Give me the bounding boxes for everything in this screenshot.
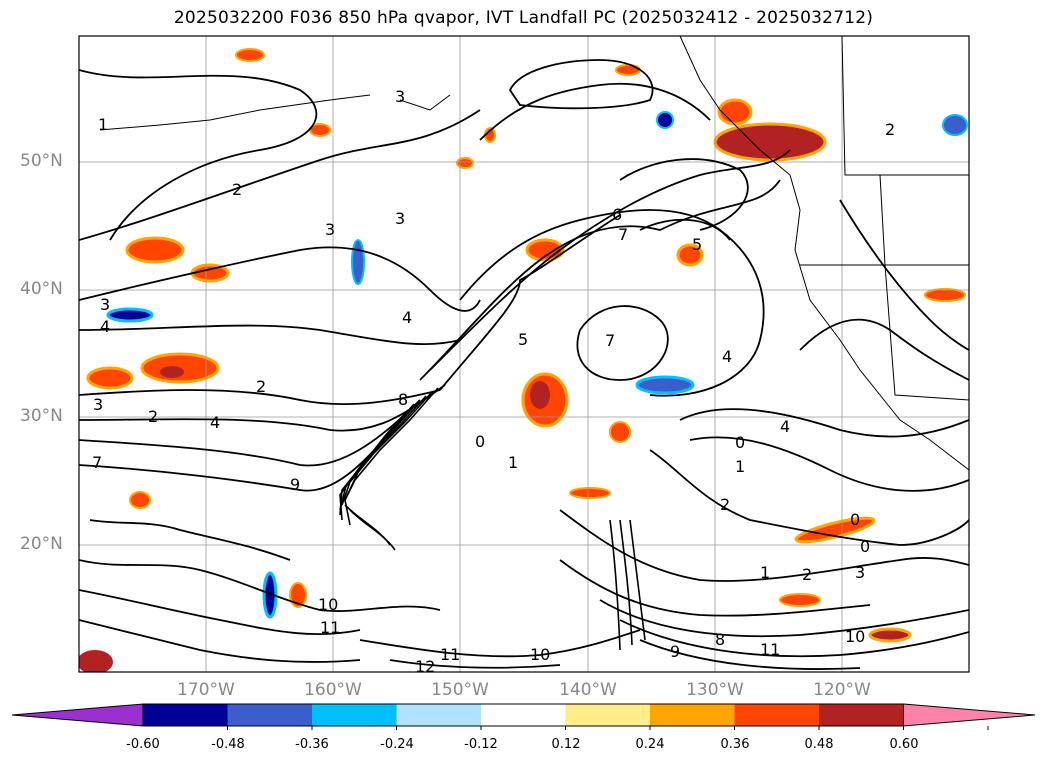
contour-label: 7 xyxy=(618,225,628,244)
lon-label-120w: 120°W xyxy=(813,680,871,700)
colorbar-tick-label: -0.36 xyxy=(295,737,329,752)
contour-label: 0 xyxy=(850,510,860,529)
colorbar-tick-label: 0.48 xyxy=(804,737,834,752)
contour-bundle xyxy=(339,387,646,651)
contour-label: 11 xyxy=(760,640,780,659)
contour-label: 1 xyxy=(508,453,518,472)
contour-label: 4 xyxy=(722,347,732,366)
contour-label: 7 xyxy=(605,331,615,350)
contour-label: 1 xyxy=(760,563,770,582)
lat-label-30n: 30°N xyxy=(20,406,63,426)
contour-label: 11 xyxy=(320,618,340,637)
contour-label: 1 xyxy=(98,115,108,134)
contour-label-group: 1 2 3 4 5 6 7 8 9 0 10 11 12 2 4 7 4 4 2… xyxy=(92,87,895,676)
contour-label: 4 xyxy=(100,317,110,336)
lon-label-170w: 170°W xyxy=(177,680,235,700)
contour-label: 3 xyxy=(395,87,405,106)
colorbar-swatch xyxy=(396,704,481,726)
colorbar-tick-label: 0.60 xyxy=(889,737,919,752)
colorbar-frame xyxy=(142,703,904,727)
colorbar-tick-label: -0.12 xyxy=(464,737,498,752)
contour-label: 8 xyxy=(398,390,408,409)
lat-label-20n: 20°N xyxy=(20,534,63,554)
lat-label-40n: 40°N xyxy=(20,279,63,299)
map-title: 2025032200 F036 850 hPa qvapor, IVT Land… xyxy=(173,8,874,28)
contour-label: 3 xyxy=(100,295,110,314)
colorbar-swatch xyxy=(143,704,228,726)
gridlines xyxy=(79,36,969,672)
colorbar-swatch xyxy=(227,704,312,726)
map-panel: 1 2 3 4 5 6 7 8 9 0 10 11 12 2 4 7 4 4 2… xyxy=(78,35,970,676)
contour-label: 4 xyxy=(402,308,412,327)
contour-label: 4 xyxy=(210,413,220,432)
contour-label: 10 xyxy=(845,627,865,646)
contour-label: 8 xyxy=(715,630,725,649)
colorbar-tick-label: -0.60 xyxy=(126,737,160,752)
contour-label: 10 xyxy=(530,645,550,664)
colorbar-swatch xyxy=(734,704,819,726)
map-frame xyxy=(78,35,970,673)
contour-label: 0 xyxy=(475,432,485,451)
contour-label: 0 xyxy=(735,433,745,452)
contour-label: 10 xyxy=(318,595,338,614)
contour-label: 1 xyxy=(735,457,745,476)
contour-label: 2 xyxy=(885,120,895,139)
colorbar-tick-label: 0.36 xyxy=(720,737,750,752)
contour-label: 2 xyxy=(720,495,730,514)
contour-label: 7 xyxy=(92,453,102,472)
lon-label-130w: 130°W xyxy=(686,680,744,700)
contour-label: 5 xyxy=(692,235,702,254)
colorbar xyxy=(11,703,1036,730)
contour-label: 3 xyxy=(395,209,405,228)
contour-label: 9 xyxy=(670,642,680,661)
colorbar-swatch xyxy=(312,704,397,726)
colorbar-tick-label: 0.12 xyxy=(551,737,581,752)
contour-label: 12 xyxy=(415,657,435,676)
contour-label: 5 xyxy=(518,330,528,349)
colorbar-swatch xyxy=(650,704,735,726)
lon-label-150w: 150°W xyxy=(431,680,489,700)
contour-label: 2 xyxy=(232,180,242,199)
contour-label: 3 xyxy=(855,563,865,582)
lon-label-140w: 140°W xyxy=(559,680,617,700)
contour-label: 4 xyxy=(780,417,790,436)
colorbar-extend-high xyxy=(903,703,1036,727)
lon-label-160w: 160°W xyxy=(304,680,362,700)
colorbar-swatch xyxy=(565,704,650,726)
contour-label: 2 xyxy=(802,565,812,584)
colorbar-tick-label: -0.24 xyxy=(380,737,414,752)
contour-label: 6 xyxy=(612,205,622,224)
colorbar-extend-low xyxy=(11,703,144,727)
lat-label-50n: 50°N xyxy=(20,151,63,171)
colorbar-swatch xyxy=(819,704,904,726)
contour-label: 3 xyxy=(93,395,103,414)
contour-label: 2 xyxy=(148,407,158,426)
contour-label: 0 xyxy=(860,537,870,556)
colorbar-swatch xyxy=(481,704,566,726)
coastlines xyxy=(99,36,969,471)
colorbar-tick-label: 0.24 xyxy=(635,737,665,752)
ivt-contours xyxy=(79,59,969,670)
contour-label: 2 xyxy=(256,377,266,396)
shaded-anomalies xyxy=(79,48,968,672)
contour-label: 9 xyxy=(290,475,300,494)
contour-label: 11 xyxy=(440,645,460,664)
colorbar-tick-label: -0.48 xyxy=(211,737,245,752)
contour-label: 3 xyxy=(325,220,335,239)
